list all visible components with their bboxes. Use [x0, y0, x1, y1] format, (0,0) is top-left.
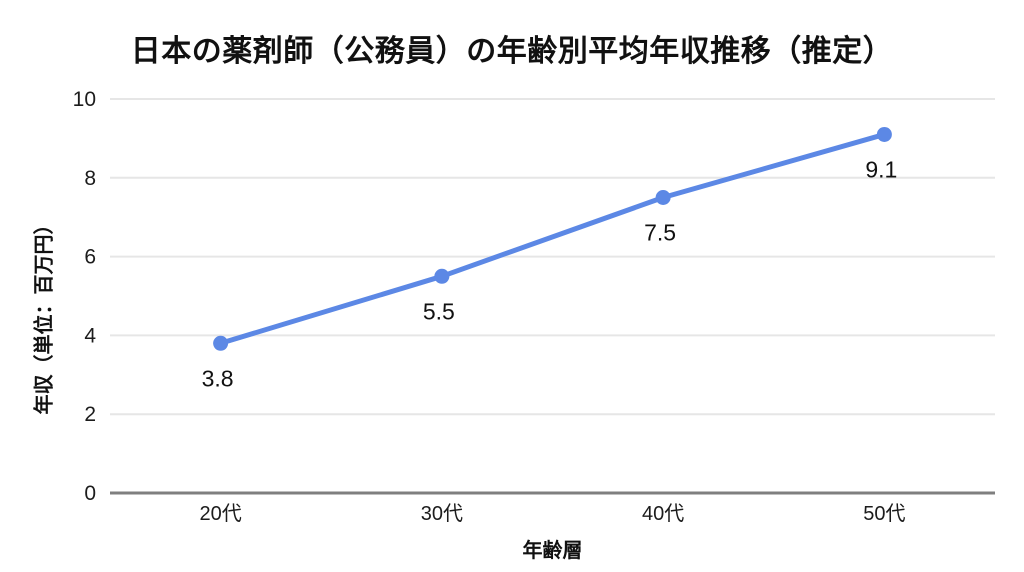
data-line [218, 131, 887, 346]
x-tick-label: 30代 [421, 502, 463, 525]
chart-title: 日本の薬剤師（公務員）の年齢別平均年収推移（推定） [130, 35, 894, 68]
data-point [434, 268, 450, 284]
y-tick-label: 2 [84, 403, 96, 426]
x-tick-label: 50代 [863, 502, 905, 525]
y-tick-label: 4 [84, 324, 96, 347]
data-label: 5.5 [423, 298, 455, 324]
x-tick-label: 40代 [642, 502, 684, 525]
data-label: 7.5 [644, 220, 676, 246]
y-tick-label: 8 [84, 167, 96, 190]
data-label: 3.8 [202, 365, 234, 391]
data-label: 9.1 [865, 156, 897, 182]
data-point [213, 335, 229, 351]
x-tick-label: 20代 [200, 502, 242, 525]
y-tick-label: 10 [73, 88, 96, 111]
data-point [655, 190, 671, 205]
y-tick-label: 6 [84, 246, 96, 269]
y-tick-label: 0 [84, 482, 96, 505]
x-axis-title: 年齢層 [522, 540, 583, 562]
data-point [876, 126, 892, 142]
